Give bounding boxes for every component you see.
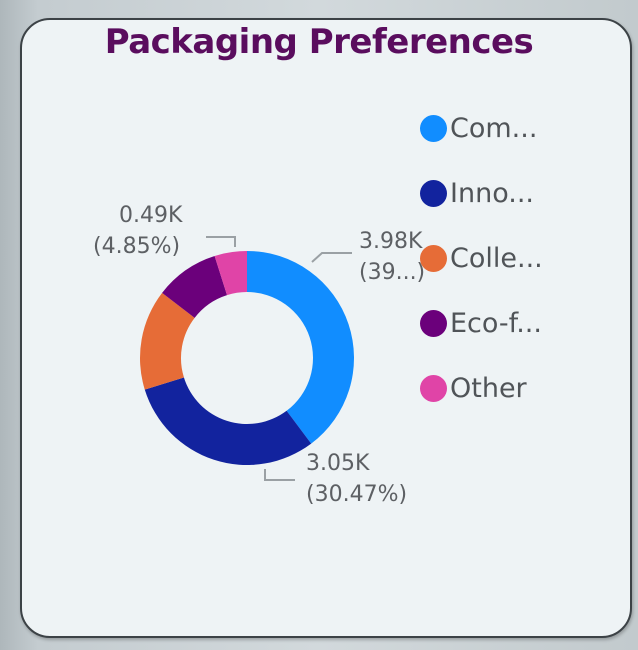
legend-dot-icon xyxy=(420,375,447,402)
segment-com[interactable] xyxy=(247,251,354,444)
legend-item-colle[interactable]: Colle... xyxy=(420,226,543,291)
segment-other[interactable] xyxy=(214,251,247,296)
leader-line-other xyxy=(206,236,236,247)
legend-item-eco[interactable]: Eco-f... xyxy=(420,291,543,356)
legend-label: Other xyxy=(450,373,527,404)
chart-legend: Com... Inno... Colle... Eco-f... Other xyxy=(420,96,543,421)
data-label-inno-value: 3.05K xyxy=(306,451,370,476)
legend-dot-icon xyxy=(420,180,447,207)
legend-dot-icon xyxy=(420,115,447,142)
legend-label: Eco-f... xyxy=(450,308,542,339)
donut-segments xyxy=(140,251,354,465)
legend-item-com[interactable]: Com... xyxy=(420,96,543,161)
data-label-other: 0.49K (4.85%) xyxy=(93,200,183,262)
legend-item-inno[interactable]: Inno... xyxy=(420,161,543,226)
chart-title: Packaging Preferences xyxy=(104,22,534,62)
data-label-com: 3.98K (39...) xyxy=(359,226,425,288)
data-label-other-pct: (4.85%) xyxy=(93,234,181,259)
leader-line-inno xyxy=(264,469,295,481)
segment-inno[interactable] xyxy=(144,377,312,465)
legend-label: Inno... xyxy=(450,178,534,209)
legend-dot-icon xyxy=(420,245,447,272)
legend-label: Com... xyxy=(450,113,538,144)
leader-line-com xyxy=(311,252,352,263)
segment-eco[interactable] xyxy=(162,256,228,318)
legend-item-other[interactable]: Other xyxy=(420,356,543,421)
legend-dot-icon xyxy=(420,310,447,337)
data-label-inno: 3.05K (30.47%) xyxy=(306,448,407,510)
legend-label: Colle... xyxy=(450,243,543,274)
data-label-com-pct: (39...) xyxy=(359,260,426,285)
data-label-com-value: 3.98K xyxy=(359,229,423,254)
data-label-inno-pct: (30.47%) xyxy=(306,482,408,507)
data-label-other-value: 0.49K xyxy=(119,203,183,228)
segment-colle[interactable] xyxy=(140,292,195,390)
